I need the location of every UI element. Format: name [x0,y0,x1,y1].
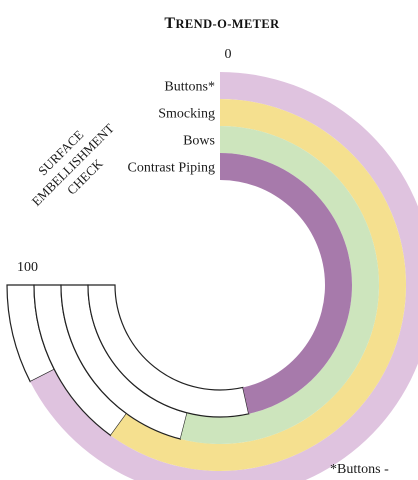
ring-track-contrast-piping [87,284,250,418]
series-labels: Buttons* Smocking Bows Contrast Piping [127,80,215,176]
series-label-contrast-piping: Contrast Piping [127,161,215,176]
ring-bar-smocking [110,99,406,471]
ring-bar-bows [180,126,380,444]
side-label: SURFACE EMBELLISHMENT CHECK [29,121,117,209]
series-label-bows: Bows [183,134,215,149]
ring-bar-contrast-piping [220,153,353,414]
series-label-smocking: Smocking [158,107,215,122]
scale-min-label: 0 [225,47,232,62]
radial-bars [6,72,418,480]
series-label-buttons: Buttons* [164,80,215,95]
chart-title: TREND-O-METER [164,15,280,32]
footnote: *Buttons - [330,462,389,477]
scale-max-label: 100 [17,260,38,275]
